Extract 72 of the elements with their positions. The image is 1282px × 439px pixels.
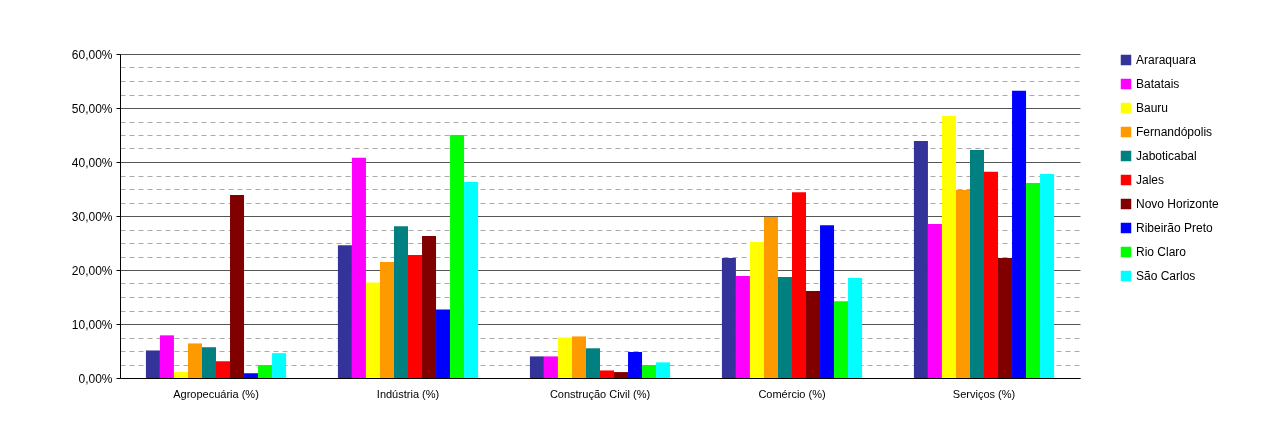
bar bbox=[337, 245, 352, 378]
bar bbox=[941, 116, 956, 378]
y-tick-label: 30,00% bbox=[71, 209, 113, 224]
bar bbox=[173, 372, 188, 378]
bar bbox=[820, 225, 835, 378]
bar bbox=[464, 181, 479, 378]
x-tick-label: Indústria (%) bbox=[376, 387, 440, 400]
legend-label: Jaboticabal bbox=[1136, 149, 1197, 163]
y-tick-label: 60,00% bbox=[71, 47, 113, 62]
bar bbox=[721, 258, 736, 378]
x-tick-label: Agropecuária (%) bbox=[173, 387, 259, 400]
bar bbox=[600, 370, 615, 378]
legend-label: Novo Horizonte bbox=[1136, 197, 1220, 211]
y-tick-label: 0,00% bbox=[78, 371, 113, 386]
bar bbox=[585, 348, 600, 378]
bar bbox=[656, 362, 671, 378]
bar bbox=[557, 337, 572, 378]
y-tick-label: 40,00% bbox=[71, 155, 113, 170]
bar bbox=[201, 347, 216, 378]
bar bbox=[955, 190, 970, 378]
legend-label: Araraquara bbox=[1136, 53, 1197, 67]
bar bbox=[1026, 183, 1041, 378]
bar bbox=[913, 140, 928, 378]
x-tick-label: Construção Civil (%) bbox=[549, 387, 651, 400]
bar bbox=[450, 135, 465, 378]
bar bbox=[806, 291, 821, 378]
legend-label: Fernandópolis bbox=[1136, 125, 1213, 139]
bar bbox=[642, 365, 657, 378]
bar bbox=[187, 343, 202, 378]
bar bbox=[272, 353, 287, 378]
bar bbox=[408, 254, 423, 378]
bar bbox=[159, 335, 174, 378]
bar bbox=[258, 365, 273, 378]
bar bbox=[998, 258, 1013, 378]
bar bbox=[1040, 173, 1055, 378]
bar bbox=[436, 309, 451, 378]
bar bbox=[628, 352, 643, 378]
bar bbox=[230, 194, 245, 378]
legend-label: Rio Claro bbox=[1136, 245, 1187, 259]
bar bbox=[969, 150, 984, 378]
bar bbox=[216, 361, 231, 378]
bar bbox=[984, 171, 999, 378]
bar bbox=[1012, 90, 1027, 378]
bar bbox=[145, 350, 160, 378]
bar bbox=[614, 372, 629, 378]
bar bbox=[792, 192, 807, 378]
bar bbox=[834, 301, 849, 378]
bar bbox=[244, 373, 259, 378]
legend-label: Ribeirão Preto bbox=[1136, 221, 1214, 235]
bar bbox=[365, 282, 380, 378]
y-tick-label: 20,00% bbox=[71, 263, 113, 278]
y-tick-label: 50,00% bbox=[71, 101, 113, 116]
bar bbox=[571, 336, 586, 378]
legend-label: Bauru bbox=[1136, 101, 1169, 115]
bar bbox=[763, 217, 778, 378]
legend-label: Batatais bbox=[1136, 77, 1180, 91]
bar bbox=[777, 277, 792, 378]
bar bbox=[848, 278, 863, 378]
legend-label: São Carlos bbox=[1136, 269, 1196, 283]
bar bbox=[735, 275, 750, 378]
bar bbox=[379, 261, 394, 378]
x-tick-label: Serviços (%) bbox=[952, 387, 1016, 400]
bar bbox=[749, 241, 764, 378]
bar bbox=[543, 356, 558, 378]
bar bbox=[529, 356, 544, 378]
legend-label: Jales bbox=[1136, 173, 1165, 187]
bar bbox=[393, 226, 408, 378]
bar bbox=[351, 157, 366, 378]
bar bbox=[927, 224, 942, 378]
bar bbox=[422, 235, 437, 378]
x-tick-label: Comércio (%) bbox=[758, 387, 826, 400]
y-tick-label: 10,00% bbox=[71, 317, 113, 332]
